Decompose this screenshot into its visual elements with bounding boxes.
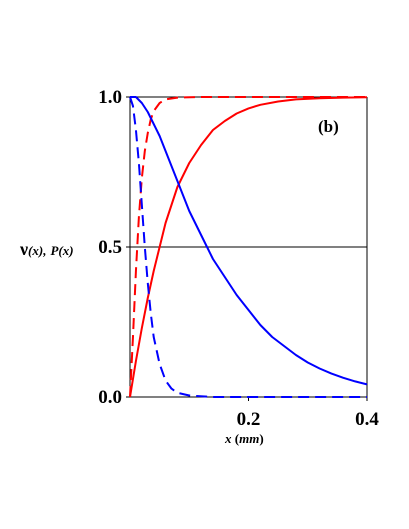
x-label-close: ) (259, 431, 263, 446)
y-axis-label: ν(x), P(x) (19, 239, 74, 259)
x-tick-label: 0.4 (355, 409, 379, 430)
panel-label: (b) (318, 117, 339, 136)
y-label-nu-arg: (x), (28, 243, 46, 258)
series-line-1 (129, 96, 368, 398)
y-label-p: P (50, 243, 59, 258)
series-line-3 (130, 96, 368, 386)
y-label-nu: ν (19, 239, 28, 259)
x-label-open: ( (232, 431, 240, 446)
y-tick-label: 0.0 (98, 387, 122, 408)
x-label-unit: mm (239, 431, 259, 446)
series-line-2 (129, 96, 367, 398)
y-label-p-arg: (x) (58, 243, 73, 258)
y-tick-label: 0.5 (98, 237, 122, 258)
x-label-var: x (224, 431, 232, 446)
series-line-4 (129, 96, 367, 398)
x-axis-label: x (mm) (224, 431, 264, 446)
tick-group: 0.0 0.5 1.0 0.2 0.4 (98, 87, 379, 430)
x-tick-label: 0.2 (237, 409, 261, 430)
series-group (129, 96, 368, 398)
y-tick-label: 1.0 (98, 87, 122, 108)
